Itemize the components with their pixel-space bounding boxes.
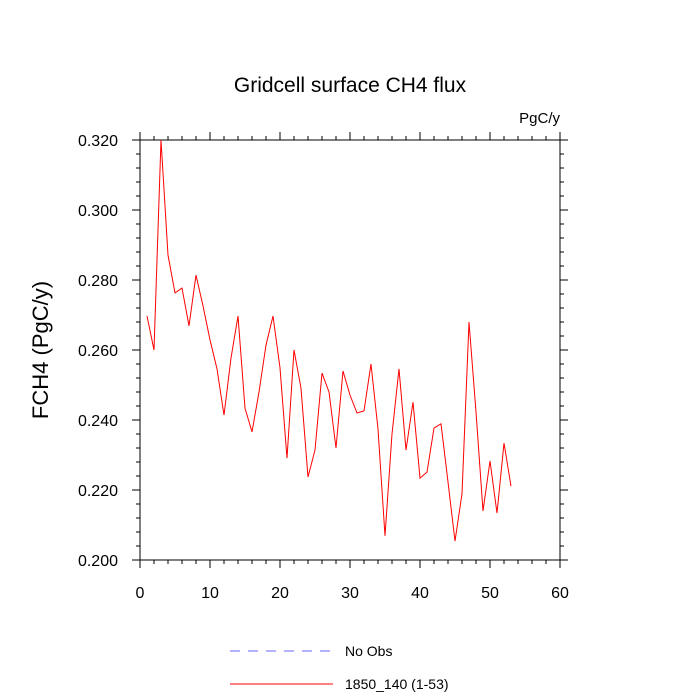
axis-tick-labels: 0 10 20 30 40 50 60 0.200 0.220 0.240 0.260 0.280 0.… [78,133,569,602]
y-tick-label: 0.260 [78,343,118,360]
chart-title: Gridcell surface CH4 flux [234,74,467,97]
legend-label: No Obs [345,643,392,659]
legend: No Obs 1850_140 (1-53) [230,643,449,692]
y-tick-label: 0.200 [78,553,118,570]
legend-label: 1850_140 (1-53) [345,676,449,692]
x-tick-label: 60 [551,585,569,602]
plot-frame [139,139,561,561]
x-tick-label: 50 [481,585,499,602]
x-tick-label: 40 [411,585,429,602]
x-tick-label: 10 [201,585,219,602]
x-tick-label: 20 [271,585,289,602]
units-label: PgC/y [519,110,560,127]
axis-ticks [132,132,568,568]
y-axis-label: FCH4 (PgC/y) [28,281,53,419]
y-tick-label: 0.220 [78,483,118,500]
x-tick-label: 0 [136,585,145,602]
series-line [146,139,512,542]
y-tick-label: 0.320 [78,133,118,150]
x-tick-label: 30 [341,585,359,602]
series-layer [146,139,512,542]
y-tick-label: 0.300 [78,203,118,220]
y-tick-label: 0.240 [78,413,118,430]
y-tick-label: 0.280 [78,273,118,290]
